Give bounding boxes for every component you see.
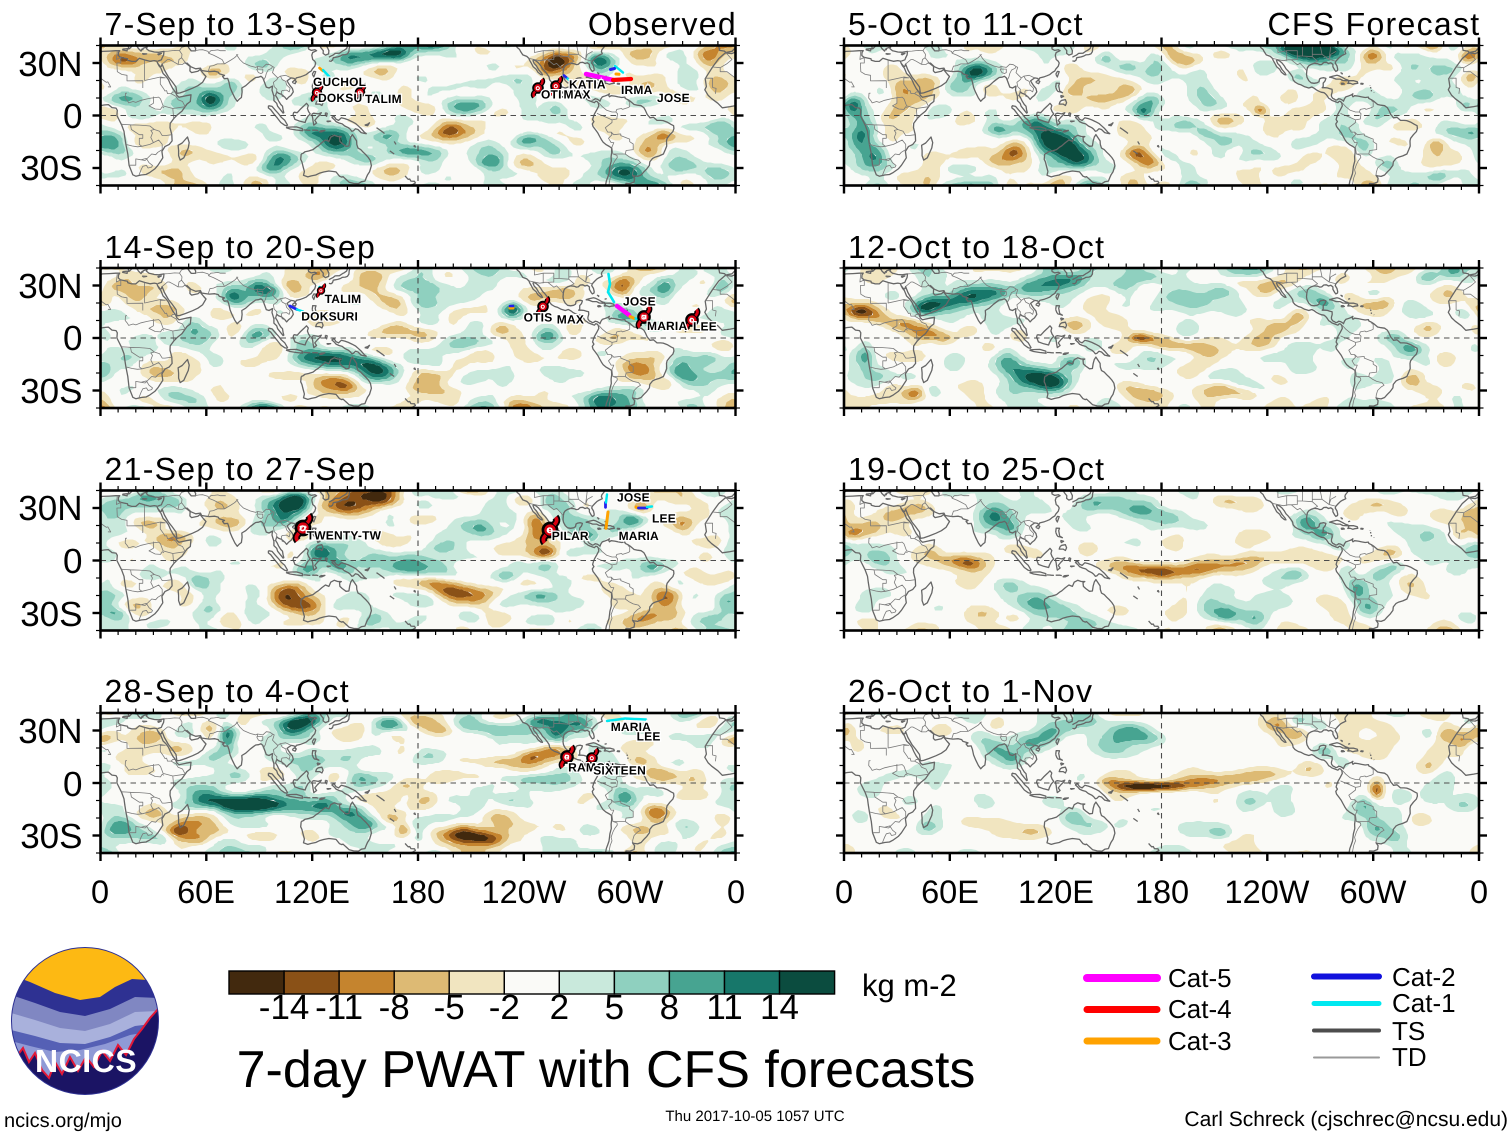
svg-text:Observed: Observed xyxy=(588,6,737,42)
svg-text:OTIS: OTIS xyxy=(524,310,553,324)
svg-text:PILAR: PILAR xyxy=(552,529,589,543)
svg-text:120E: 120E xyxy=(1018,874,1094,910)
svg-text:-5: -5 xyxy=(434,988,465,1027)
svg-text:TS: TS xyxy=(1392,1016,1425,1046)
svg-text:30S: 30S xyxy=(20,149,82,188)
svg-text:Cat-1: Cat-1 xyxy=(1392,988,1456,1018)
svg-text:LEE: LEE xyxy=(637,729,661,743)
svg-text:JOSE: JOSE xyxy=(617,491,650,505)
svg-text:Carl Schreck (cjschrec@ncsu.ed: Carl Schreck (cjschrec@ncsu.edu) xyxy=(1184,1108,1508,1131)
svg-text:0: 0 xyxy=(727,874,745,910)
svg-text:11: 11 xyxy=(706,988,742,1027)
svg-text:14: 14 xyxy=(760,988,799,1027)
svg-text:180: 180 xyxy=(391,874,445,910)
svg-text:60E: 60E xyxy=(921,874,979,910)
svg-text:0: 0 xyxy=(1470,874,1488,910)
svg-text:IRMA: IRMA xyxy=(621,83,653,97)
svg-text:-11: -11 xyxy=(315,988,363,1027)
svg-text:MAX: MAX xyxy=(564,87,591,101)
svg-text:5: 5 xyxy=(605,988,624,1027)
svg-text:30S: 30S xyxy=(20,372,82,411)
svg-text:0: 0 xyxy=(63,319,82,358)
svg-text:-14: -14 xyxy=(259,988,310,1027)
svg-text:DOKSU: DOKSU xyxy=(318,91,362,105)
svg-text:30N: 30N xyxy=(18,45,82,84)
svg-text:JOSE: JOSE xyxy=(623,294,656,308)
svg-text:7-Sep to 13-Sep: 7-Sep to 13-Sep xyxy=(105,6,358,42)
svg-text:ncics.org/mjo: ncics.org/mjo xyxy=(4,1110,122,1132)
svg-text:21-Sep to 27-Sep: 21-Sep to 27-Sep xyxy=(105,451,377,487)
svg-text:CFS Forecast: CFS Forecast xyxy=(1268,6,1481,42)
svg-text:-2: -2 xyxy=(489,988,520,1027)
svg-text:0: 0 xyxy=(835,874,853,910)
svg-text:JOSE: JOSE xyxy=(657,91,690,105)
svg-text:26-Oct to 1-Nov: 26-Oct to 1-Nov xyxy=(848,673,1093,709)
svg-text:7-day PWAT with CFS forecasts: 7-day PWAT with CFS forecasts xyxy=(237,1041,976,1099)
svg-text:0: 0 xyxy=(63,542,82,581)
svg-text:TWENTY-TW: TWENTY-TW xyxy=(307,528,382,542)
svg-text:0: 0 xyxy=(63,765,82,804)
svg-text:120E: 120E xyxy=(274,874,350,910)
svg-text:MARIA: MARIA xyxy=(647,319,687,333)
svg-text:30N: 30N xyxy=(18,267,82,306)
svg-text:TD: TD xyxy=(1392,1042,1427,1072)
svg-text:MARIA: MARIA xyxy=(611,720,651,734)
svg-text:P: P xyxy=(548,528,553,535)
svg-text:OTIS: OTIS xyxy=(541,87,570,101)
svg-text:-8: -8 xyxy=(379,988,410,1027)
svg-text:SIXTEEN: SIXTEEN xyxy=(593,763,646,777)
svg-text:kg m-2: kg m-2 xyxy=(862,968,957,1003)
svg-text:DOKSURI: DOKSURI xyxy=(301,309,358,323)
svg-text:0: 0 xyxy=(91,874,109,910)
svg-text:KATIA: KATIA xyxy=(569,78,606,92)
svg-text:19-Oct to 25-Oct: 19-Oct to 25-Oct xyxy=(848,451,1105,487)
svg-text:Cat-2: Cat-2 xyxy=(1392,962,1456,992)
svg-text:180: 180 xyxy=(1135,874,1189,910)
svg-text:30N: 30N xyxy=(18,489,82,528)
svg-text:30N: 30N xyxy=(18,712,82,751)
svg-text:Cat-3: Cat-3 xyxy=(1168,1026,1232,1056)
svg-text:30S: 30S xyxy=(20,595,82,634)
svg-text:60W: 60W xyxy=(597,874,664,910)
svg-text:R: R xyxy=(564,755,569,762)
svg-text:Thu 2017-10-05 1057 UTC: Thu 2017-10-05 1057 UTC xyxy=(665,1108,844,1125)
svg-text:Cat-4: Cat-4 xyxy=(1168,994,1232,1024)
svg-text:30S: 30S xyxy=(20,817,82,856)
svg-text:22: 22 xyxy=(299,526,307,533)
svg-text:120W: 120W xyxy=(1225,874,1310,910)
svg-text:LEE: LEE xyxy=(652,511,676,525)
svg-text:MAX: MAX xyxy=(557,312,584,326)
svg-text:LEE: LEE xyxy=(693,319,717,333)
svg-text:28-Sep to 4-Oct: 28-Sep to 4-Oct xyxy=(105,673,350,709)
svg-text:14-Sep to 20-Sep: 14-Sep to 20-Sep xyxy=(105,229,377,265)
svg-text:120W: 120W xyxy=(482,874,567,910)
svg-text:TALIM: TALIM xyxy=(325,292,362,306)
svg-text:TALIM: TALIM xyxy=(365,92,402,106)
svg-text:NCICS: NCICS xyxy=(35,1043,137,1079)
svg-text:60W: 60W xyxy=(1340,874,1407,910)
svg-text:Cat-5: Cat-5 xyxy=(1168,963,1232,993)
svg-text:M: M xyxy=(641,315,647,322)
svg-text:12-Oct to 18-Oct: 12-Oct to 18-Oct xyxy=(848,229,1105,265)
svg-text:5-Oct to 11-Oct: 5-Oct to 11-Oct xyxy=(848,6,1084,42)
svg-text:MARIA: MARIA xyxy=(619,529,659,543)
svg-text:60E: 60E xyxy=(177,874,235,910)
svg-text:GUCHOL: GUCHOL xyxy=(313,75,366,89)
svg-text:2: 2 xyxy=(550,988,569,1027)
svg-text:8: 8 xyxy=(660,988,679,1027)
svg-text:RAMON: RAMON xyxy=(568,760,614,774)
svg-text:L: L xyxy=(690,318,695,325)
svg-text:0: 0 xyxy=(63,97,82,136)
